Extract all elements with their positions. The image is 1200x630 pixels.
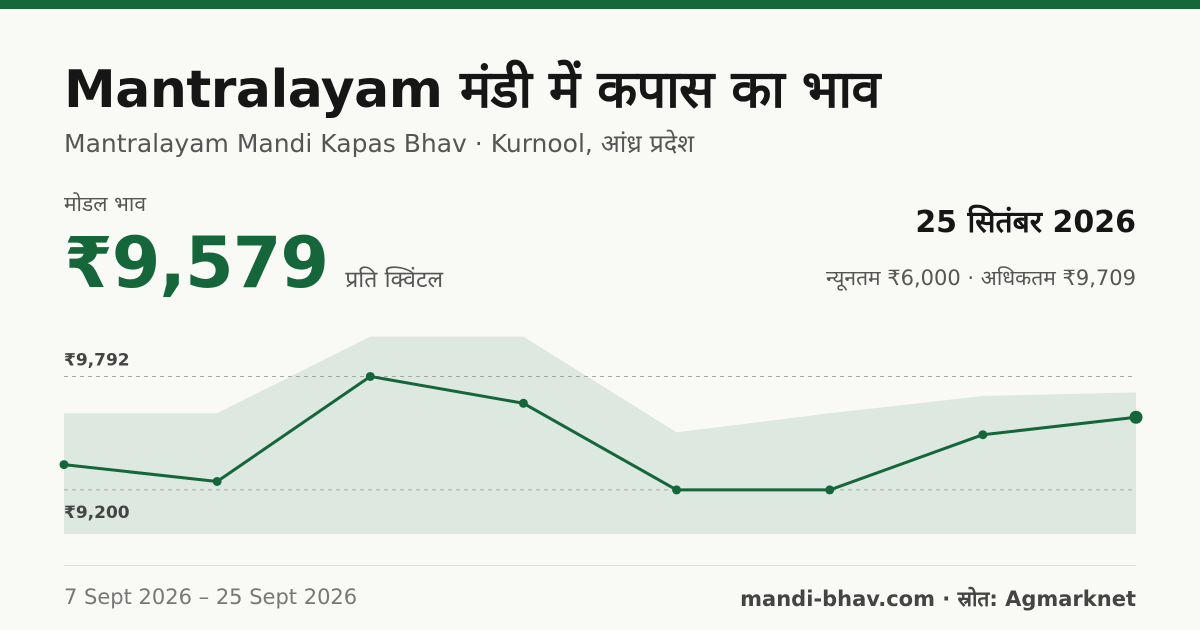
min-max-band <box>64 336 1136 534</box>
price-point <box>518 398 528 408</box>
y-tick-label: ₹9,200 <box>64 503 130 523</box>
top-accent-bar <box>0 0 1200 9</box>
price-point <box>365 371 375 381</box>
price-date: 25 सितंबर 2026 <box>915 205 1136 240</box>
modal-price-label: मोडल भाव <box>64 192 147 216</box>
min-max-price: न्यूनतम ₹6,000 · अधिकतम ₹9,709 <box>826 266 1136 290</box>
modal-price-value: ₹9,579 <box>64 222 329 304</box>
price-line <box>62 374 1138 492</box>
price-point <box>825 485 835 495</box>
latest-price-point <box>1129 410 1143 424</box>
modal-price-row: ₹9,579 प्रति क्विंटल <box>64 222 443 304</box>
price-trend-chart: ₹9,200 ₹9,792 <box>59 336 1143 534</box>
page-title: Mantralayam मंडी में कपास का भाव <box>64 60 880 120</box>
price-point <box>212 476 222 486</box>
price-point <box>978 430 988 440</box>
footer-divider <box>64 565 1136 566</box>
price-point <box>59 460 69 470</box>
date-range: 7 Sept 2026 – 25 Sept 2026 <box>64 585 358 609</box>
price-unit: प्रति क्विंटल <box>345 267 444 293</box>
y-tick-label: ₹9,792 <box>64 350 130 370</box>
price-point <box>672 485 682 495</box>
source-credit: mandi-bhav.com · स्रोत: Agmarknet <box>740 587 1136 611</box>
page-subtitle: Mantralayam Mandi Kapas Bhav · Kurnool, … <box>64 129 695 158</box>
